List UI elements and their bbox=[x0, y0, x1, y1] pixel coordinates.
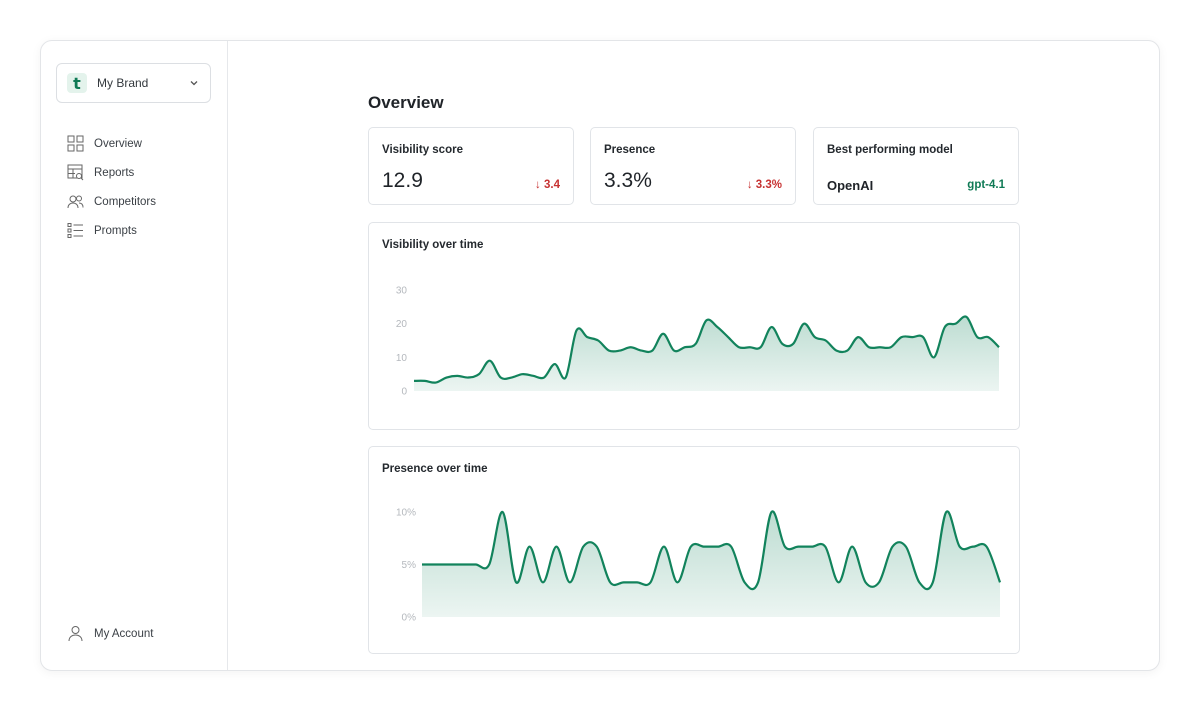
presence-card: Presence 3.3% ↓ 3.3% bbox=[590, 127, 796, 205]
sidebar-item-competitors[interactable]: Competitors bbox=[67, 187, 156, 216]
kpi-label: Presence bbox=[604, 144, 656, 156]
visibility-chart-card: 0 10 20 30 Visibility over time bbox=[368, 222, 1020, 430]
brand-name: My Brand bbox=[97, 76, 149, 90]
y-tick-label: 5% bbox=[402, 560, 417, 571]
kpi-label: Visibility score bbox=[382, 144, 463, 156]
model-name: OpenAI bbox=[827, 178, 874, 193]
y-tick-label: 20 bbox=[396, 319, 408, 330]
kpi-label: Best performing model bbox=[827, 144, 953, 156]
chevron-down-icon bbox=[190, 81, 198, 86]
kpi-delta-value: 3.4 bbox=[544, 179, 560, 191]
user-icon bbox=[68, 626, 83, 642]
grid-icon bbox=[67, 135, 84, 152]
sidebar-item-label: Reports bbox=[94, 166, 135, 179]
list-icon bbox=[67, 223, 83, 238]
model-version: gpt-4.1 bbox=[967, 179, 1005, 191]
users-icon bbox=[67, 195, 84, 209]
sidebar-nav: Overview Reports Competitors Prompts bbox=[67, 129, 156, 245]
sidebar-item-reports[interactable]: Reports bbox=[67, 158, 156, 187]
app-window: t My Brand Overview Reports Competitors … bbox=[40, 40, 1160, 671]
arrow-down-icon: ↓ bbox=[746, 179, 756, 191]
sidebar-item-label: Overview bbox=[94, 137, 142, 150]
page-title: Overview bbox=[368, 93, 444, 112]
kpi-value: 12.9 bbox=[382, 169, 423, 192]
presence-chart: 0% 5% 10% bbox=[396, 508, 1002, 624]
chart-area-fill bbox=[422, 511, 1000, 617]
sidebar-item-prompts[interactable]: Prompts bbox=[67, 216, 156, 245]
y-tick-label: 30 bbox=[396, 286, 408, 297]
chart-series-line bbox=[413, 315, 1000, 384]
visibility-chart: 0 10 20 30 bbox=[396, 286, 1000, 398]
sidebar-item-label: Prompts bbox=[94, 224, 137, 237]
sidebar: t My Brand Overview Reports Competitors … bbox=[41, 41, 228, 670]
chart-series-line bbox=[422, 510, 1002, 591]
kpi-delta: ↓ 3.3% bbox=[747, 179, 782, 191]
y-tick-label: 0 bbox=[401, 387, 407, 398]
arrow-down-icon: ↓ bbox=[535, 179, 544, 191]
brand-logo: t bbox=[67, 73, 87, 93]
y-tick-label: 10 bbox=[396, 353, 408, 364]
table-search-icon bbox=[67, 164, 84, 181]
kpi-value: 3.3% bbox=[604, 169, 652, 192]
my-account-link[interactable]: My Account bbox=[67, 625, 153, 642]
kpi-delta: ↓ 3.4 bbox=[535, 179, 560, 191]
sidebar-item-overview[interactable]: Overview bbox=[67, 129, 156, 158]
sidebar-item-label: Competitors bbox=[94, 195, 156, 208]
y-tick-label: 0% bbox=[402, 613, 417, 624]
kpi-delta-value: 3.3% bbox=[755, 179, 782, 191]
chart-title: Visibility over time bbox=[382, 239, 484, 251]
brand-selector[interactable]: t My Brand bbox=[56, 63, 211, 103]
best-model-card: Best performing model OpenAI gpt-4.1 bbox=[813, 127, 1019, 205]
account-label: My Account bbox=[94, 627, 154, 640]
y-tick-label: 10% bbox=[396, 508, 416, 519]
visibility-score-card: Visibility score 12.9 ↓ 3.4 bbox=[368, 127, 574, 205]
chart-area-fill bbox=[414, 316, 999, 391]
presence-chart-card: 0% 5% 10% Presence over time bbox=[368, 446, 1020, 654]
chart-title: Presence over time bbox=[382, 463, 488, 475]
